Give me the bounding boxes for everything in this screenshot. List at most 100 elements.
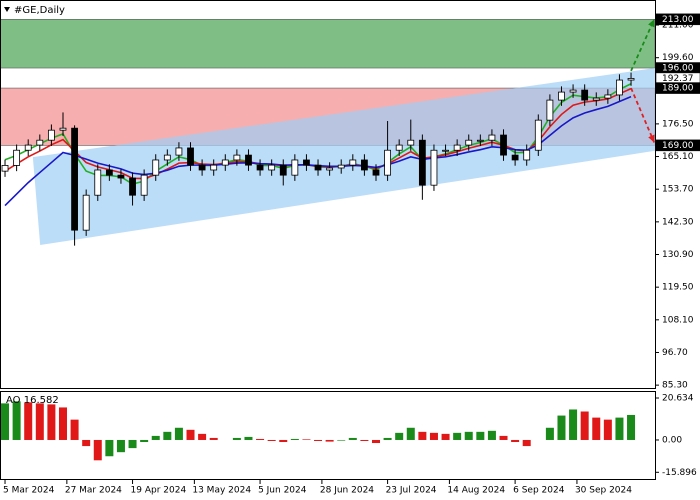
ao-bar <box>371 439 380 444</box>
y-tick-label: 199.60 <box>662 53 694 63</box>
candle-body <box>245 154 252 166</box>
candle-body <box>291 159 299 176</box>
candle-body <box>175 147 183 156</box>
ao-title: AO 16.582 <box>6 395 59 406</box>
ao-bar <box>58 407 67 440</box>
y-tick-label: 211.00 <box>662 21 694 31</box>
candle-body <box>361 159 368 171</box>
ao-bar <box>232 437 241 440</box>
x-tick-label: 6 Sep 2024 <box>513 486 565 496</box>
ao-bar <box>314 439 323 441</box>
ao-bar <box>348 437 357 440</box>
candle-body <box>418 139 426 186</box>
candle-body <box>1 165 9 172</box>
candle-body <box>326 167 334 171</box>
ao-bar <box>174 427 183 440</box>
candle-body <box>13 149 21 166</box>
candle-body <box>349 159 357 166</box>
candle-body <box>616 79 623 96</box>
y-tick-label: 165.10 <box>662 152 694 162</box>
chart-title: #GE,Daily <box>14 5 65 16</box>
candle-body <box>303 159 310 166</box>
x-tick-label: 14 Aug 2024 <box>447 486 505 496</box>
candle-body <box>465 139 473 146</box>
x-tick-label: 27 Mar 2024 <box>65 486 122 496</box>
ao-panel <box>0 391 656 480</box>
price-label-box <box>655 139 700 152</box>
candle-body <box>523 149 531 161</box>
ao-bar <box>290 438 299 440</box>
price-label-box <box>655 13 700 26</box>
candle-body <box>163 154 171 161</box>
ao-bar <box>615 417 624 440</box>
candle-body <box>384 149 391 176</box>
y-tick-label: 130.90 <box>662 250 694 260</box>
ao-bar <box>603 419 612 440</box>
candle-body <box>604 94 612 99</box>
ao-bar <box>244 436 253 440</box>
ao-bar <box>441 433 450 440</box>
y-tick-label: 108.10 <box>662 315 694 325</box>
candle-body <box>24 144 32 151</box>
ao-bar <box>70 419 79 440</box>
candle-body <box>117 174 125 179</box>
ao-bar <box>580 411 589 440</box>
channel <box>32 68 655 246</box>
candle-body <box>105 169 113 176</box>
y-tick-label: 142.30 <box>662 217 694 227</box>
ao-bar <box>429 432 438 440</box>
menu-triangle <box>4 7 10 12</box>
ao-bar <box>47 404 56 440</box>
candle-body <box>546 99 554 121</box>
price-label-box <box>655 82 700 94</box>
y-tick-label: 153.70 <box>662 185 694 195</box>
ao-bar <box>476 431 485 440</box>
candle-body <box>152 159 160 176</box>
candle-body <box>558 91 565 101</box>
price-label: 196.00 <box>662 64 694 74</box>
x-tick-label: 23 Jul 2024 <box>386 486 437 496</box>
candle-body <box>534 119 542 151</box>
ao-bar <box>82 439 91 447</box>
ao-bar <box>128 439 137 449</box>
ao-bar <box>627 414 636 440</box>
ao-bar <box>360 439 369 441</box>
ao-bar <box>35 403 44 440</box>
candle-body <box>314 164 322 171</box>
ao-bar <box>545 427 554 440</box>
y-tick-label: 85.30 <box>662 381 688 391</box>
candle-body <box>430 149 438 186</box>
candle-body <box>627 78 635 81</box>
candle-body <box>59 127 67 131</box>
ao-bar <box>93 439 102 461</box>
arrow-head <box>648 19 655 28</box>
candle-body <box>221 159 229 166</box>
candle-body <box>187 147 194 166</box>
ao-bar <box>279 439 288 443</box>
ao-bar <box>337 439 346 441</box>
x-tick-label: 5 Jun 2024 <box>258 486 307 496</box>
ao-bar <box>12 401 21 440</box>
y-tick-label: 0.00 <box>662 435 682 445</box>
candle-body <box>268 164 276 171</box>
ao-bar <box>395 432 404 440</box>
ao-bar <box>105 439 114 457</box>
candle-body <box>337 164 345 169</box>
candle-body <box>442 149 449 152</box>
y-tick-label: 20.634 <box>662 394 694 404</box>
y-tick-label: 176.50 <box>662 119 694 129</box>
ao-bar <box>256 438 265 440</box>
ao-bar <box>151 435 160 440</box>
ao-bar <box>499 435 508 440</box>
main-plot <box>1 19 655 246</box>
x-tick-label: 5 Mar 2024 <box>3 486 55 496</box>
ao-bar <box>163 431 172 440</box>
forecast-arrow <box>630 18 656 72</box>
price-label: 213.00 <box>662 15 694 25</box>
x-tick-label: 13 May 2024 <box>192 486 251 496</box>
candle-body <box>511 154 519 161</box>
ao-bar <box>383 437 392 440</box>
candle-body <box>94 169 102 196</box>
price-label: 192.37 <box>662 74 694 84</box>
